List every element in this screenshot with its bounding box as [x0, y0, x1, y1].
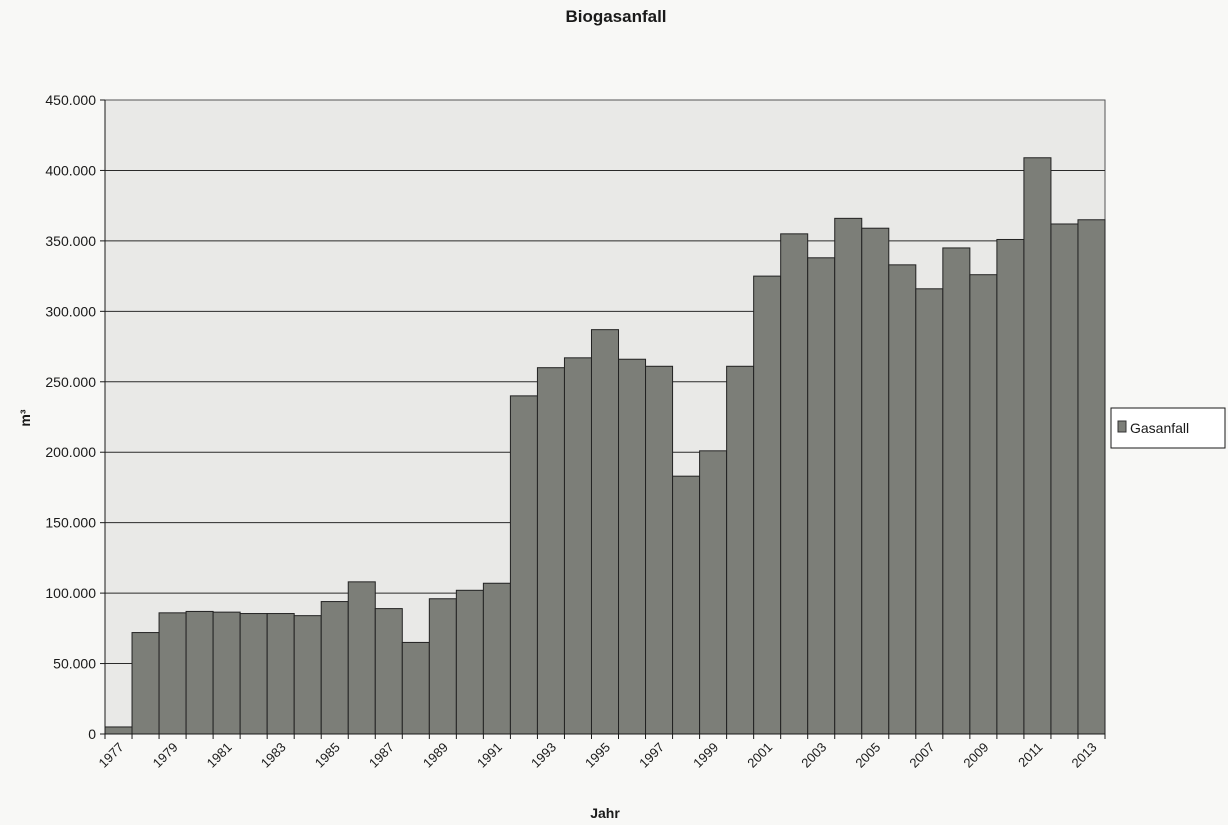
bar-1998 [672, 475, 701, 735]
bar-2004 [834, 217, 863, 735]
bar-1990 [455, 589, 484, 735]
bar-2010 [996, 238, 1025, 735]
y-tick-label: 300.000 [45, 303, 96, 319]
bar-2007 [915, 288, 944, 735]
y-tick-label: 250.000 [45, 374, 96, 390]
bar-2011 [1023, 157, 1052, 735]
x-tick-label: 2011 [1015, 740, 1045, 770]
x-tick-label: 2003 [798, 740, 829, 771]
bar-2009 [969, 274, 998, 735]
bar-2005 [861, 227, 890, 735]
y-tick-label: 100.000 [45, 585, 96, 601]
bar-2001 [753, 275, 782, 735]
bar-1979 [158, 612, 187, 735]
y-tick-label: 200.000 [45, 444, 96, 460]
bars [104, 157, 1106, 735]
bar-2008 [942, 247, 971, 735]
y-axis-label: m³ [17, 409, 33, 426]
x-tick-label: 1985 [312, 740, 343, 771]
bar-1987 [374, 608, 403, 735]
legend-label: Gasanfall [1130, 420, 1189, 436]
x-tick-label: 1991 [474, 740, 505, 771]
x-axis-label: Jahr [590, 805, 620, 821]
bar-1994 [563, 357, 592, 735]
x-axis-ticks: 1977 1979 1981 1983 1985 1987 1989 1991 1993 1995… [96, 734, 1106, 771]
bar-1989 [428, 598, 457, 735]
x-tick-label: 1997 [636, 740, 667, 771]
bar-1992 [509, 395, 538, 735]
bar-2012 [1050, 223, 1079, 735]
x-tick-label: 1981 [204, 740, 235, 771]
bar-1986 [347, 581, 376, 735]
bar-1991 [482, 582, 511, 735]
x-tick-label: 1979 [150, 740, 181, 771]
bar-1988 [401, 641, 430, 735]
legend: Gasanfall [1110, 407, 1226, 449]
bar-1985 [320, 601, 349, 735]
x-tick-label: 2013 [1069, 740, 1100, 771]
legend-box [1110, 407, 1226, 449]
x-tick-label: 1983 [258, 740, 289, 771]
legend-swatch [1117, 420, 1127, 433]
bar-1984 [293, 615, 322, 735]
x-tick-label: 2005 [852, 740, 883, 771]
x-tick-label: 2007 [906, 740, 937, 771]
bar-1993 [536, 367, 565, 735]
y-tick-label: 350.000 [45, 233, 96, 249]
x-tick-label: 1995 [582, 740, 613, 771]
y-axis-ticks: 0 50.000 100.000 150.000 200.000 250.000 300.0… [45, 92, 105, 742]
x-tick-label: 1999 [690, 740, 721, 771]
y-tick-label: 400.000 [45, 162, 96, 178]
bar-1977 [104, 726, 133, 735]
y-tick-label: 150.000 [45, 515, 96, 531]
y-tick-label: 0 [88, 726, 96, 742]
y-tick-label: 450.000 [45, 92, 96, 108]
bar-2000 [726, 365, 755, 735]
x-tick-label: 1989 [420, 740, 451, 771]
bar-1982 [239, 613, 268, 735]
x-tick-label: 1987 [366, 740, 397, 771]
x-tick-label: 1993 [528, 740, 559, 771]
bar-2013 [1077, 219, 1106, 735]
bar-1997 [645, 365, 674, 735]
bar-2003 [807, 257, 836, 735]
x-tick-label: 1977 [96, 740, 127, 771]
bar-2002 [780, 233, 809, 735]
bar-1980 [185, 610, 214, 735]
bar-1999 [699, 450, 728, 735]
bar-1981 [212, 611, 241, 735]
bar-1995 [590, 329, 620, 735]
x-tick-label: 2009 [960, 740, 991, 771]
x-tick-label: 2001 [744, 740, 775, 771]
bar-2006 [888, 264, 917, 735]
bar-1978 [131, 632, 160, 735]
bar-1983 [266, 613, 295, 735]
bar-1996 [618, 358, 647, 735]
y-tick-label: 50.000 [53, 656, 96, 672]
chart-title: Biogasanfall [565, 7, 666, 26]
